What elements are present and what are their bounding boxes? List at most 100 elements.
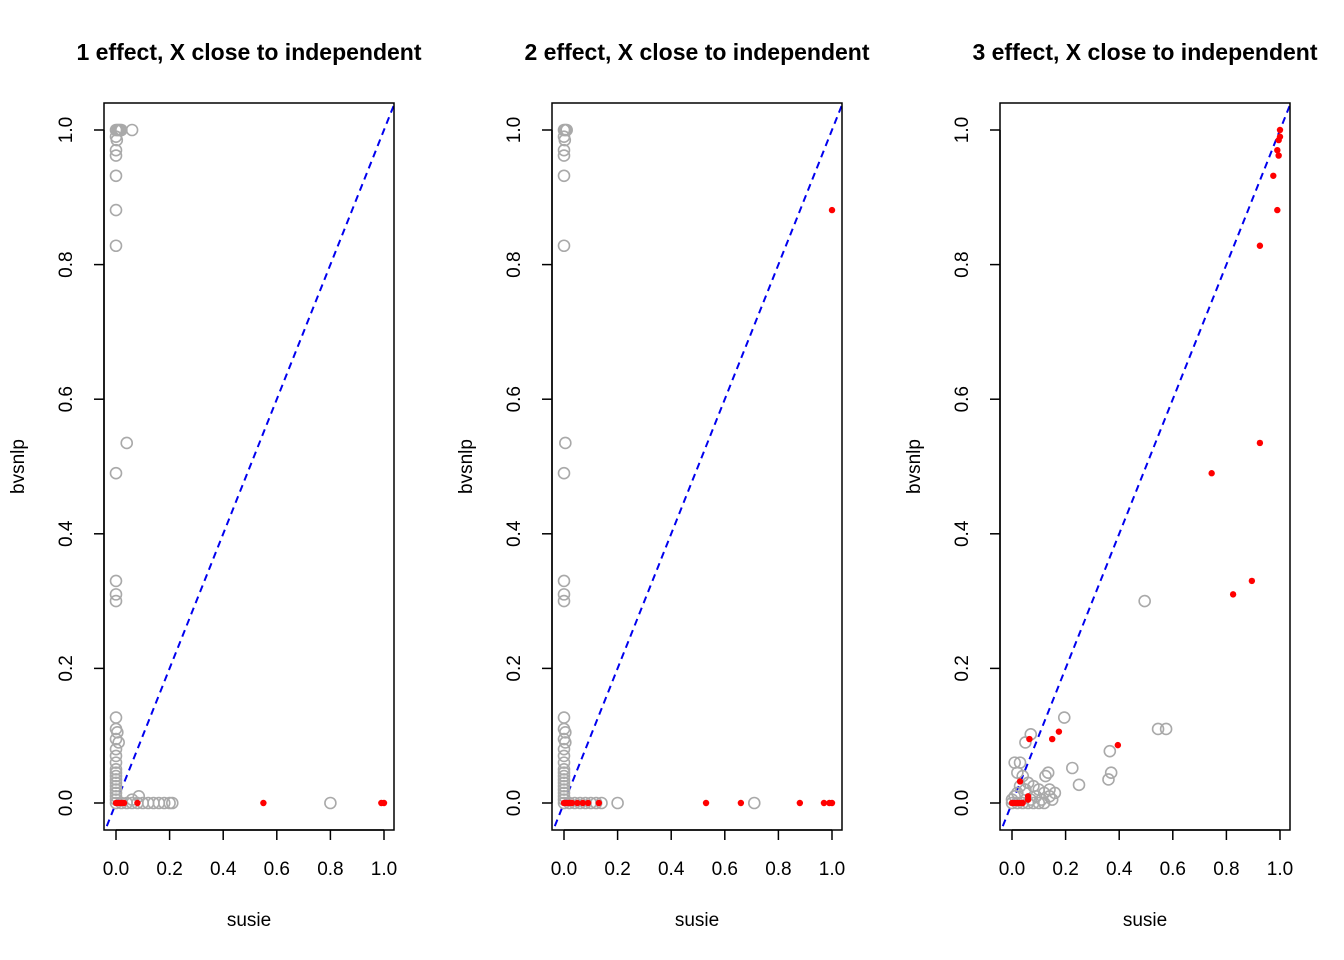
data-point [702, 799, 710, 807]
chart-title: 3 effect, X close to independent [972, 39, 1317, 65]
x-tick-label: 0.2 [1052, 859, 1078, 880]
data-point [828, 799, 836, 807]
data-point [260, 799, 267, 807]
x-tick-label: 0.2 [156, 859, 182, 880]
data-point [557, 779, 571, 793]
data-point [557, 143, 571, 157]
data-point [1104, 766, 1118, 780]
data-point [559, 726, 572, 739]
x-tick-label: 0.8 [1213, 859, 1239, 880]
data-point [109, 776, 123, 790]
data-point [1151, 722, 1165, 736]
data-point [820, 799, 828, 807]
data-point [109, 779, 123, 793]
data-point [1102, 773, 1115, 786]
reference-line [104, 103, 394, 830]
data-point [120, 436, 134, 450]
x-tick-label: 1.0 [1267, 859, 1293, 880]
data-point [1275, 152, 1282, 159]
x-tick-label: 0.8 [317, 859, 343, 880]
series-2 [560, 206, 836, 807]
reference-line [552, 103, 842, 830]
series-2 [112, 799, 388, 807]
data-point [1256, 242, 1264, 249]
data-point [109, 732, 123, 746]
y-axis-label: bvsnlp [904, 439, 925, 494]
data-point [568, 799, 576, 807]
data-point [134, 799, 141, 807]
x-tick-label: 0.6 [264, 859, 290, 880]
x-tick-label: 0.0 [103, 859, 129, 880]
data-point [112, 736, 125, 749]
data-point [109, 769, 123, 783]
data-point [157, 796, 171, 810]
data-point [595, 799, 603, 807]
data-point [557, 773, 571, 786]
x-tick-label: 0.4 [1106, 859, 1133, 880]
data-point [584, 799, 592, 807]
data-point [109, 149, 123, 162]
data-point [1072, 778, 1086, 792]
data-point [611, 796, 624, 810]
data-point [1138, 594, 1151, 608]
data-point [109, 766, 123, 780]
y-tick-label: 0.4 [56, 520, 77, 547]
data-point [109, 588, 123, 601]
data-point [109, 169, 123, 183]
y-tick-label: 1.0 [504, 117, 525, 143]
data-point [737, 799, 745, 807]
y-tick-label: 0.2 [952, 655, 973, 681]
data-point [557, 239, 571, 253]
data-point [1248, 577, 1256, 585]
data-point [1208, 470, 1215, 477]
data-point [557, 466, 571, 480]
data-point [109, 763, 123, 776]
data-point [1055, 728, 1063, 735]
data-point [109, 749, 123, 763]
y-tick-label: 0.6 [952, 386, 973, 412]
y-axis-label: bvsnlp [456, 439, 477, 494]
data-point [1032, 796, 1046, 810]
x-tick-label: 0.6 [1160, 859, 1186, 880]
y-tick-label: 0.4 [504, 520, 525, 547]
data-point [125, 123, 139, 137]
data-point [1229, 591, 1237, 598]
data-point [380, 799, 388, 807]
chart-title: 1 effect, X close to independent [76, 39, 421, 65]
x-axis-label: susie [1123, 910, 1167, 931]
data-point [109, 711, 123, 724]
data-point [557, 574, 571, 588]
data-point [579, 799, 586, 807]
x-tick-label: 0.0 [551, 859, 577, 880]
data-point [1159, 722, 1173, 736]
data-point [109, 773, 123, 786]
data-point [1276, 126, 1284, 134]
data-point [1114, 741, 1122, 749]
x-tick-label: 0.0 [999, 859, 1025, 880]
y-tick-label: 0.2 [56, 655, 77, 681]
data-point [1275, 136, 1282, 144]
x-tick-label: 0.6 [712, 859, 738, 880]
data-point [109, 742, 123, 756]
data-point [557, 776, 571, 790]
data-point [109, 466, 123, 480]
x-tick-label: 0.4 [210, 859, 237, 880]
data-point [165, 796, 179, 810]
data-point [109, 786, 123, 800]
data-point [1024, 796, 1032, 803]
y-tick-label: 0.8 [56, 251, 77, 277]
data-point [557, 742, 571, 756]
x-tick-label: 0.8 [765, 859, 791, 880]
x-tick-label: 1.0 [371, 859, 397, 880]
data-point [557, 769, 571, 783]
data-point [1049, 735, 1056, 743]
data-point [109, 574, 123, 588]
data-point [557, 763, 571, 776]
x-tick-label: 1.0 [819, 859, 845, 880]
data-point [1039, 769, 1052, 783]
data-point [1041, 766, 1055, 780]
data-point [557, 594, 571, 608]
series-2 [1008, 126, 1284, 807]
y-tick-label: 0.0 [56, 790, 77, 816]
